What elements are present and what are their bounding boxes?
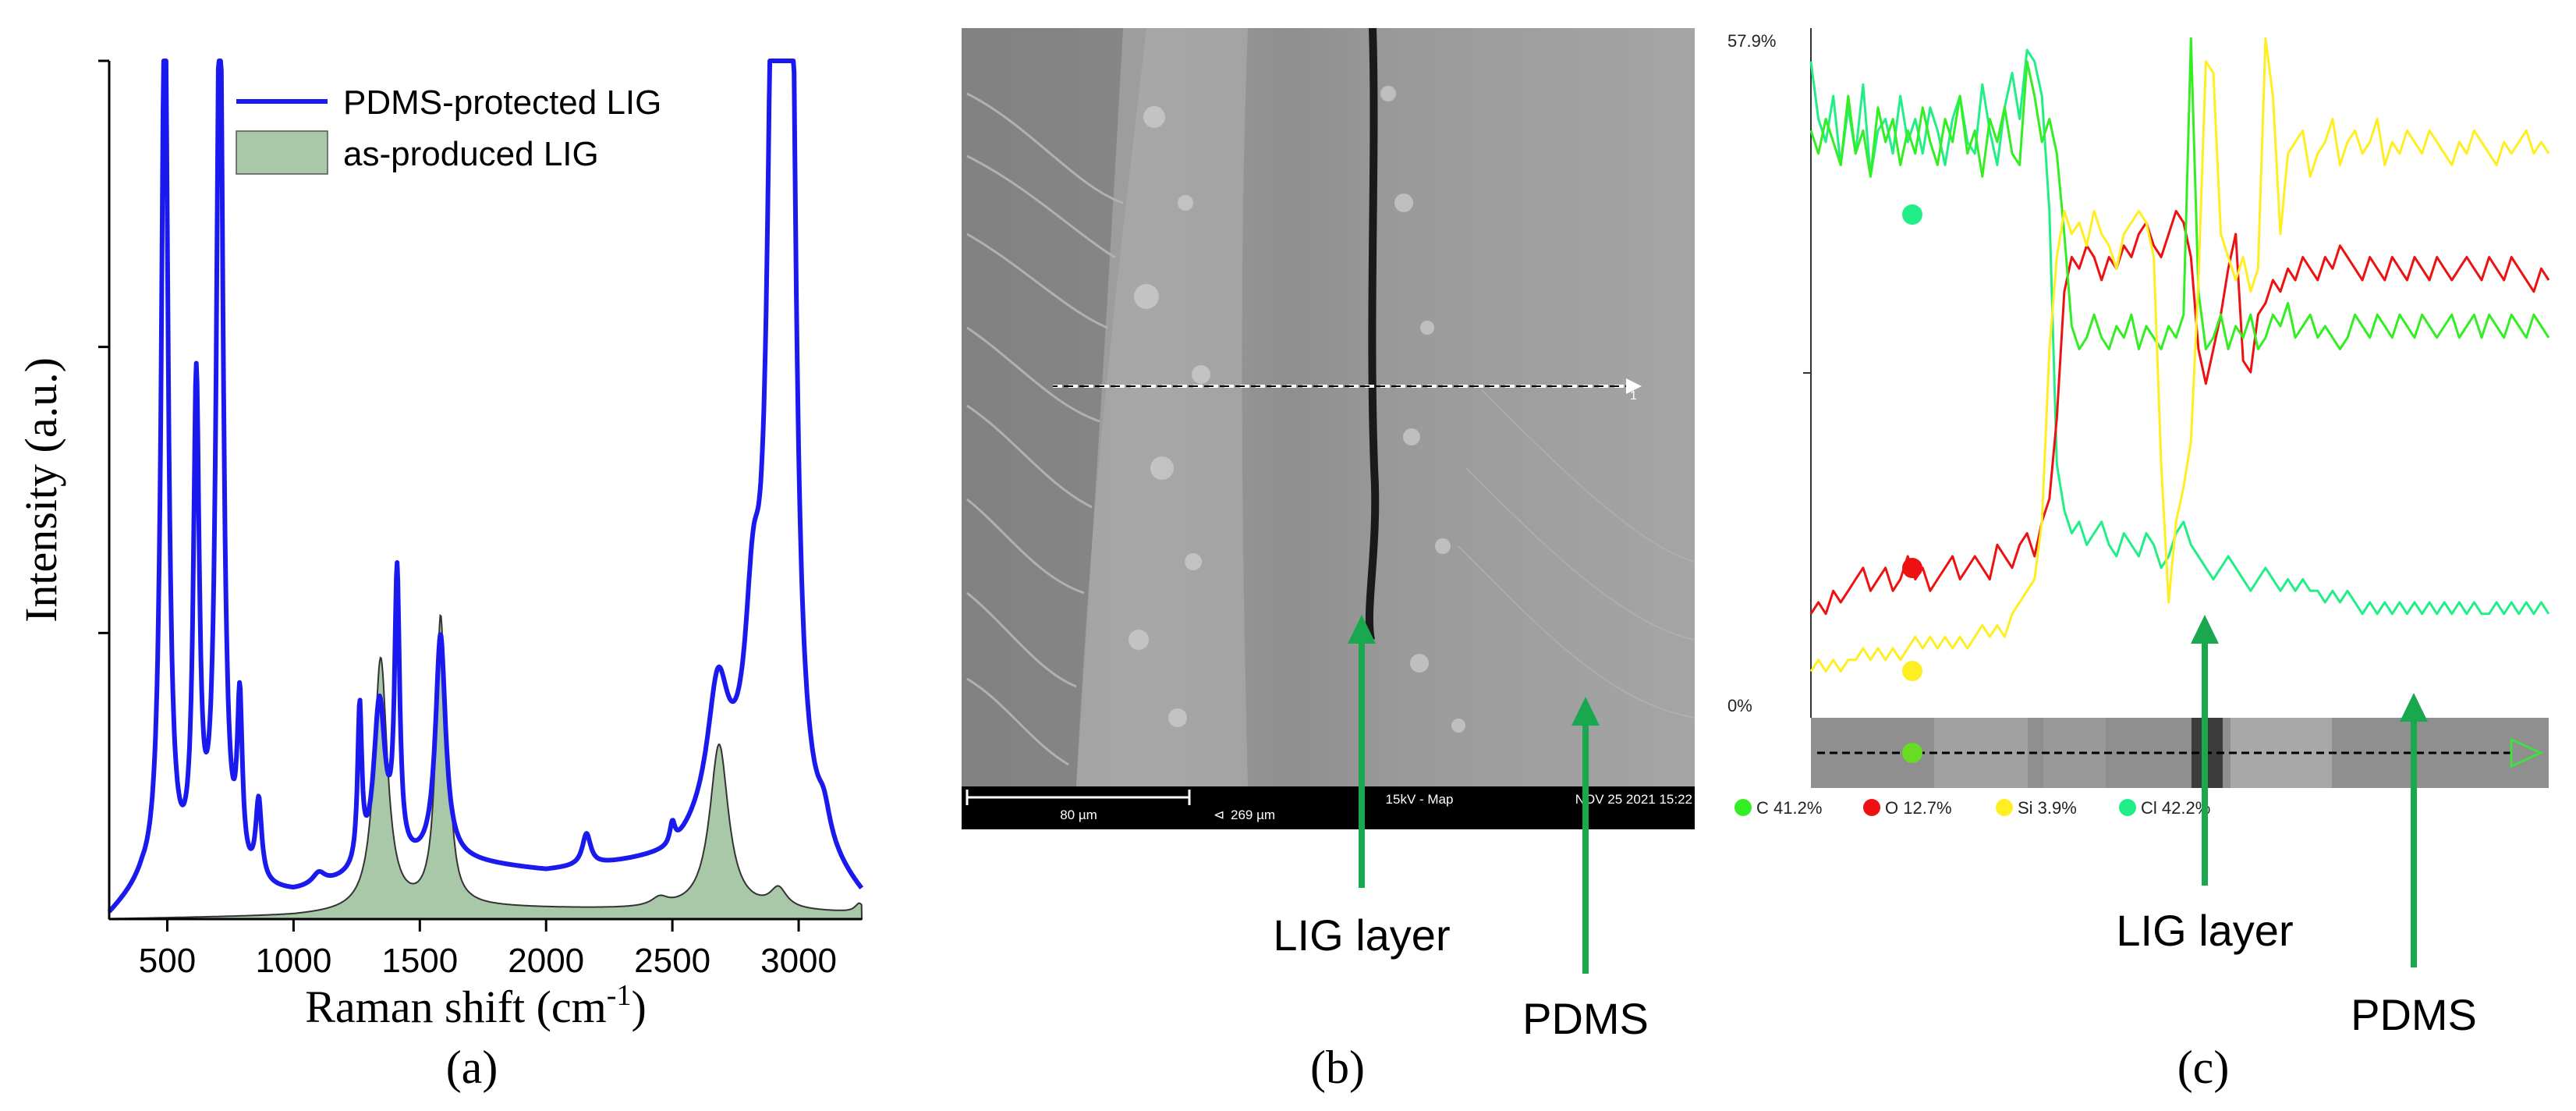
raman-y-ticks bbox=[98, 59, 109, 634]
eds-chart: 57.9% 0% C 41.2% O 12.7% Si 3.9% bbox=[1727, 28, 2550, 1093]
legend-swatch-as-produced bbox=[236, 130, 328, 175]
sem-image-panel: 1 80 µm ⊲ 269 µm 15kV - Map NOV 25 2021 … bbox=[962, 28, 1695, 1093]
sem-scan-arrowhead bbox=[1626, 378, 1642, 394]
label-lig-layer-c: LIG layer bbox=[2116, 906, 2293, 955]
eds-marker-o bbox=[1902, 558, 1922, 578]
eds-plot-area bbox=[1811, 28, 2549, 718]
arrow-pdms-b-head bbox=[1571, 697, 1600, 726]
raman-x-tick-label: 1500 bbox=[381, 942, 458, 980]
legend-label-pdms-protected: PDMS-protected LIG bbox=[343, 83, 661, 122]
eds-marker-cl bbox=[1902, 204, 1922, 225]
arrow-pdms-b bbox=[1571, 697, 1600, 974]
sem-date: NOV 25 2021 15:22 bbox=[1575, 792, 1692, 807]
pdms-protected-line-group bbox=[107, 59, 864, 914]
series-pdms-protected-lig-line bbox=[107, 59, 864, 914]
sem-striations bbox=[966, 92, 1124, 766]
eds-legend-dot-o bbox=[1863, 799, 1880, 816]
arrow-lig-layer-c-head bbox=[2191, 615, 2219, 644]
raman-x-label-main: Raman shift (cm bbox=[305, 981, 607, 1032]
raman-x-tick-label: 2500 bbox=[634, 942, 710, 980]
eds-legend-label-c: C 41.2% bbox=[1756, 798, 1822, 818]
arrow-lig-layer-b bbox=[1348, 615, 1376, 888]
as-produced-area-group bbox=[108, 613, 863, 920]
eds-legend-label-si: Si 3.9% bbox=[2018, 798, 2077, 818]
raman-x-tick-label: 1000 bbox=[255, 942, 331, 980]
eds-scan-end-icon bbox=[2510, 737, 2544, 768]
eds-legend-dot-si bbox=[1996, 799, 2013, 816]
eds-series-group bbox=[1809, 37, 2550, 673]
eds-scan-position-handle[interactable] bbox=[1902, 743, 1922, 763]
sem-texture: 1 bbox=[962, 28, 1695, 786]
legend-label-as-produced: as-produced LIG bbox=[343, 135, 599, 173]
sem-width-readout-icon: ⊲ bbox=[1214, 808, 1224, 822]
sem-width-readout: 269 µm bbox=[1231, 808, 1275, 822]
label-pdms-c: PDMS bbox=[2351, 990, 2477, 1039]
raman-x-tick-label: 2000 bbox=[508, 942, 584, 980]
sem-left-region bbox=[962, 28, 1146, 786]
raman-x-label: Raman shift (cm-1) bbox=[305, 979, 647, 1032]
eds-legend-label-cl: Cl 42.2% bbox=[2141, 798, 2210, 818]
eds-marker-si bbox=[1902, 661, 1922, 681]
eds-series-cl bbox=[1809, 48, 2550, 616]
sem-particles bbox=[1129, 86, 1465, 733]
panel-label-a: (a) bbox=[446, 1042, 498, 1093]
raman-x-label-close: ) bbox=[631, 981, 646, 1032]
sem-line-marker: 1 bbox=[1630, 389, 1637, 403]
eds-series-markers bbox=[1902, 204, 1922, 681]
arrow-pdms-c-head bbox=[2400, 693, 2428, 722]
raman-x-ticks: 500 1000 1500 2000 2500 3000 bbox=[139, 919, 837, 980]
eds-y-min-label: 0% bbox=[1727, 696, 1752, 715]
raman-x-label-sup: -1 bbox=[607, 979, 632, 1012]
eds-y-max-label: 57.9% bbox=[1727, 31, 1776, 51]
arrow-lig-layer-c bbox=[2191, 615, 2219, 886]
series-as-produced-lig-area bbox=[108, 613, 863, 920]
label-lig-layer-b: LIG layer bbox=[1273, 910, 1450, 960]
eds-legend-dot-cl bbox=[2119, 799, 2136, 816]
arrow-lig-layer-b-head bbox=[1348, 615, 1376, 644]
sem-rough-band bbox=[1076, 28, 1248, 786]
sem-scale-bar-label: 80 µm bbox=[1060, 808, 1097, 822]
raman-x-tick-label: 500 bbox=[139, 942, 196, 980]
eds-series-c bbox=[1809, 37, 2550, 350]
raman-x-tick-label: 3000 bbox=[760, 942, 837, 980]
eds-legend-dot-c bbox=[1734, 799, 1752, 816]
raman-y-label: Intensity (a.u.) bbox=[16, 357, 66, 623]
raman-legend: PDMS-protected LIG as-produced LIG bbox=[236, 83, 661, 175]
sem-pdms-arcs bbox=[1458, 389, 1695, 719]
eds-legend: C 41.2% O 12.7% Si 3.9% Cl 42.2% bbox=[1734, 798, 2210, 818]
panel-label-b: (b) bbox=[1310, 1042, 1365, 1093]
sem-info-bar bbox=[962, 786, 1695, 829]
eds-series-o bbox=[1809, 210, 2550, 616]
eds-legend-label-o: O 12.7% bbox=[1885, 798, 1952, 818]
label-pdms-b: PDMS bbox=[1522, 994, 1649, 1043]
sem-mode: 15kV - Map bbox=[1386, 792, 1454, 807]
raman-chart: 500 1000 1500 2000 2500 3000 PDMS-protected L… bbox=[16, 59, 864, 1093]
eds-series-si bbox=[1809, 37, 2550, 673]
arrow-pdms-c bbox=[2400, 693, 2428, 967]
panel-label-c: (c) bbox=[2177, 1042, 2230, 1093]
sem-crack bbox=[1365, 28, 1380, 641]
